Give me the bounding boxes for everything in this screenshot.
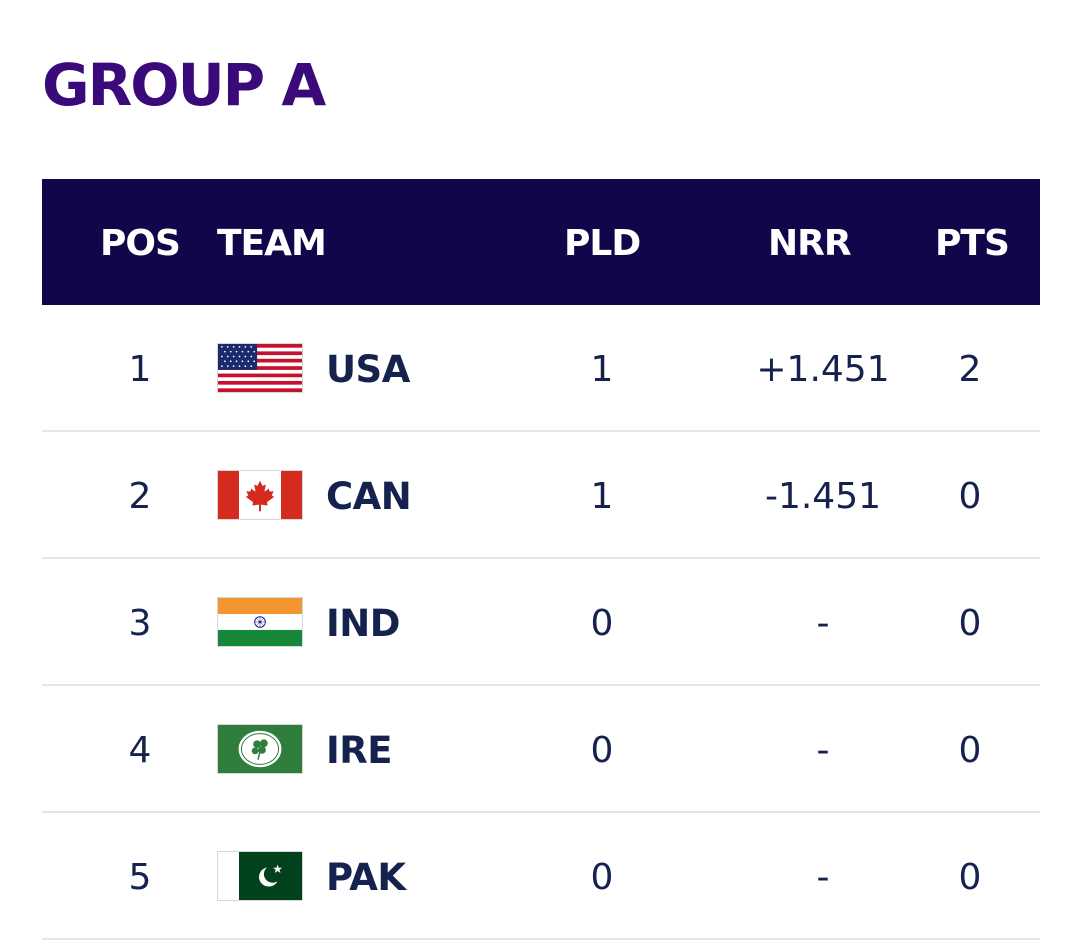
- table-row[interactable]: 2 CAN 1 -1.451 0: [42, 432, 1040, 559]
- row-pld: 0: [590, 857, 614, 898]
- row-pts: 0: [958, 476, 982, 517]
- table-row[interactable]: 3 IND 0 - 0: [42, 559, 1040, 686]
- row-pts: 0: [958, 603, 982, 644]
- row-team[interactable]: PAK: [326, 856, 406, 899]
- header-nrr: NRR: [768, 223, 852, 264]
- row-pld: 1: [590, 476, 614, 517]
- row-pts: 0: [958, 730, 982, 771]
- pakistan-flag-icon: [217, 851, 303, 901]
- standings-table: POS TEAM PLD NRR PTS 1: [42, 179, 1040, 940]
- row-pld: 1: [590, 349, 614, 390]
- row-nrr: -: [816, 730, 830, 771]
- row-pts: 0: [958, 857, 982, 898]
- row-pts: 2: [958, 349, 982, 390]
- row-nrr: +1.451: [756, 349, 890, 390]
- group-title: GROUP A: [42, 51, 326, 119]
- row-nrr: -1.451: [764, 476, 882, 517]
- table-header: POS TEAM PLD NRR PTS: [42, 179, 1040, 305]
- table-row[interactable]: 5 PAK 0 - 0: [42, 813, 1040, 940]
- row-pos: 1: [128, 349, 152, 390]
- row-team[interactable]: IND: [326, 602, 400, 645]
- header-pos: POS: [100, 223, 181, 264]
- row-nrr: -: [816, 857, 830, 898]
- india-flag-icon: [217, 597, 303, 647]
- row-pos: 3: [128, 603, 152, 644]
- row-pos: 2: [128, 476, 152, 517]
- header-team: TEAM: [217, 223, 327, 264]
- table-row[interactable]: 4 IRE 0 - 0: [42, 686, 1040, 813]
- usa-flag-icon: [217, 343, 303, 393]
- row-nrr: -: [816, 603, 830, 644]
- row-team[interactable]: IRE: [326, 729, 393, 772]
- row-pld: 0: [590, 730, 614, 771]
- table-row[interactable]: 1: [42, 305, 1040, 432]
- row-pld: 0: [590, 603, 614, 644]
- header-pld: PLD: [564, 223, 641, 264]
- row-pos: 5: [128, 857, 152, 898]
- header-pts: PTS: [935, 223, 1010, 264]
- row-team[interactable]: USA: [326, 348, 410, 391]
- ireland-cricket-flag-icon: [217, 724, 303, 774]
- row-pos: 4: [128, 730, 152, 771]
- row-team[interactable]: CAN: [326, 475, 412, 518]
- canada-flag-icon: [217, 470, 303, 520]
